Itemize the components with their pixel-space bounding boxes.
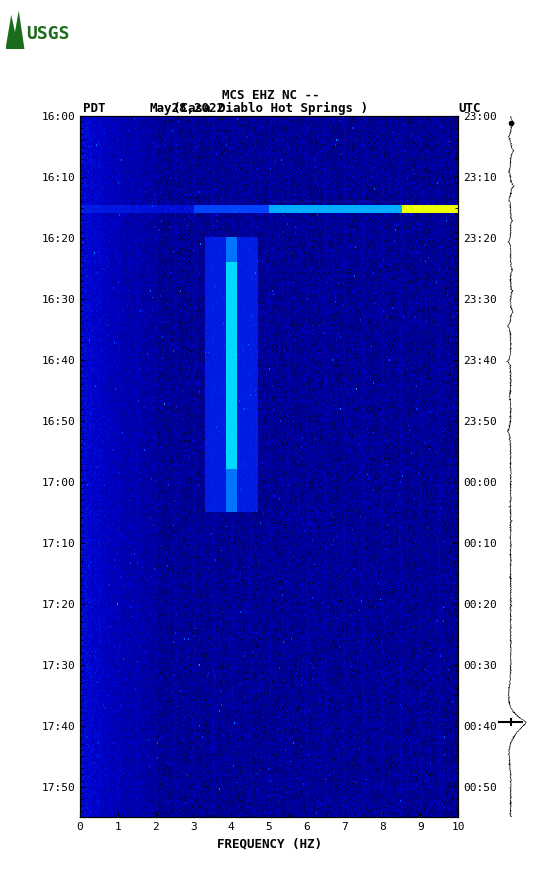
Text: PDT: PDT — [83, 102, 105, 115]
Text: MCS EHZ NC --: MCS EHZ NC -- — [222, 88, 319, 102]
Text: May28,2022: May28,2022 — [149, 102, 224, 115]
Polygon shape — [6, 11, 24, 49]
Text: UTC: UTC — [458, 102, 481, 115]
Text: (Casa Diablo Hot Springs ): (Casa Diablo Hot Springs ) — [173, 102, 368, 115]
Text: USGS: USGS — [26, 25, 70, 43]
X-axis label: FREQUENCY (HZ): FREQUENCY (HZ) — [216, 838, 322, 850]
